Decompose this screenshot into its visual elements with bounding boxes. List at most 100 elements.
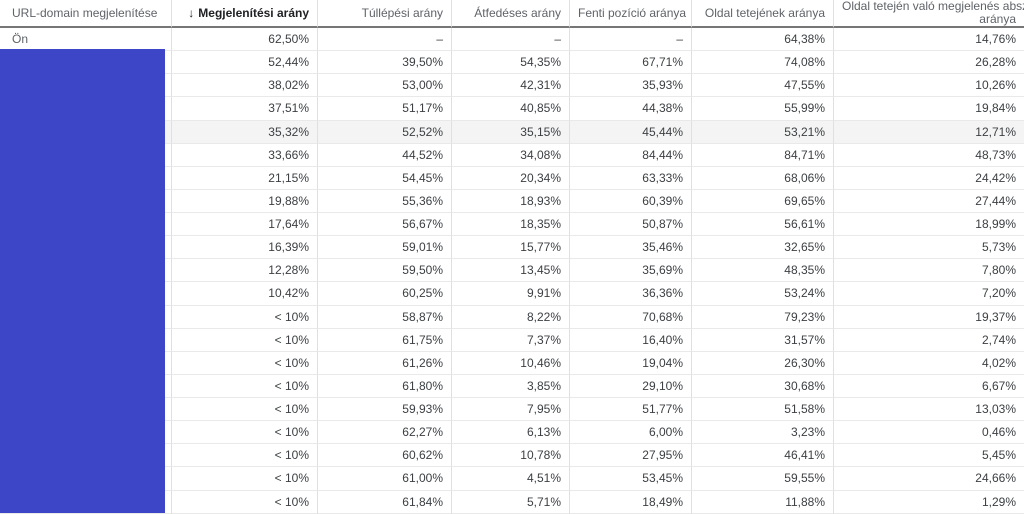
value-cell: 18,49% bbox=[570, 490, 692, 514]
value-cell: 60,39% bbox=[570, 189, 692, 213]
value-cell: 55,99% bbox=[692, 97, 834, 121]
value-cell: 70,68% bbox=[570, 305, 692, 329]
col-header-overlap-rate[interactable]: Átfedéses arány bbox=[452, 0, 570, 28]
value-cell: 36,36% bbox=[570, 282, 692, 306]
col-header-top-of-page-rate[interactable]: Oldal tetejének aránya bbox=[692, 0, 834, 28]
value-cell: – bbox=[318, 28, 452, 52]
value-cell: 56,67% bbox=[318, 213, 452, 237]
redaction-overlay bbox=[0, 49, 165, 513]
value-cell: 7,95% bbox=[452, 398, 570, 422]
value-cell: 10,26% bbox=[834, 74, 1024, 98]
table-row: 21,15% 54,45% 20,34% 63,33% 68,06% 24,42% bbox=[0, 166, 1024, 190]
value-cell: 24,42% bbox=[834, 166, 1024, 190]
table-row: Ön 62,50% – – –64,38% 14,76% bbox=[0, 28, 1024, 52]
value-cell: 6,13% bbox=[452, 421, 570, 445]
value-cell: 62,27% bbox=[318, 421, 452, 445]
value-cell: 38,02% bbox=[172, 74, 318, 98]
value-cell: 35,15% bbox=[452, 120, 570, 144]
value-cell: 9,91% bbox=[452, 282, 570, 306]
value-cell: 34,08% bbox=[452, 143, 570, 167]
value-cell: 19,04% bbox=[570, 351, 692, 375]
value-cell: 44,38% bbox=[570, 97, 692, 121]
value-cell: 62,50% bbox=[172, 28, 318, 52]
value-cell: 37,51% bbox=[172, 97, 318, 121]
value-cell: 12,28% bbox=[172, 259, 318, 283]
value-cell: 17,64% bbox=[172, 213, 318, 237]
value-cell: 53,45% bbox=[570, 467, 692, 491]
value-cell: 27,95% bbox=[570, 444, 692, 468]
value-cell: 10,46% bbox=[452, 351, 570, 375]
value-cell: 48,35% bbox=[692, 259, 834, 283]
value-cell: 7,20% bbox=[834, 282, 1024, 306]
value-cell: 26,28% bbox=[834, 51, 1024, 75]
value-cell: 58,87% bbox=[318, 305, 452, 329]
sort-descending-icon: ↓ bbox=[188, 6, 195, 20]
value-cell: 19,37% bbox=[834, 305, 1024, 329]
value-cell: 69,65% bbox=[692, 189, 834, 213]
value-cell: 61,84% bbox=[318, 490, 452, 514]
value-cell: 61,00% bbox=[318, 467, 452, 491]
value-cell: 53,24% bbox=[692, 282, 834, 306]
value-cell: 54,45% bbox=[318, 166, 452, 190]
value-cell: 16,39% bbox=[172, 236, 318, 260]
value-cell: 84,71% bbox=[692, 143, 834, 167]
value-cell: 18,35% bbox=[452, 213, 570, 237]
value-cell: 54,35% bbox=[452, 51, 570, 75]
value-cell: 10,78% bbox=[452, 444, 570, 468]
value-cell: 31,57% bbox=[692, 328, 834, 352]
col-header-label: Túllépési arány bbox=[361, 6, 443, 20]
col-header-abs-top-of-page-rate[interactable]: Oldal tetején való megjelenés absz. arán… bbox=[834, 0, 1024, 28]
value-cell: 79,23% bbox=[692, 305, 834, 329]
value-cell: – bbox=[570, 28, 692, 52]
value-cell: 39,50% bbox=[318, 51, 452, 75]
value-cell: 51,17% bbox=[318, 97, 452, 121]
value-cell: 13,45% bbox=[452, 259, 570, 283]
value-cell: 59,55% bbox=[692, 467, 834, 491]
value-cell: < 10% bbox=[172, 467, 318, 491]
value-cell: 63,33% bbox=[570, 166, 692, 190]
header-row: URL-domain megjelenítése ↓ Megjelenítési … bbox=[0, 0, 1024, 28]
value-cell: 8,22% bbox=[452, 305, 570, 329]
value-cell: 68,06% bbox=[692, 166, 834, 190]
value-cell: 14,76% bbox=[834, 28, 1024, 52]
value-cell: 6,67% bbox=[834, 374, 1024, 398]
value-cell: 51,77% bbox=[570, 398, 692, 422]
value-cell: 18,93% bbox=[452, 189, 570, 213]
value-cell: 0,46% bbox=[834, 421, 1024, 445]
value-cell: 53,21% bbox=[692, 120, 834, 144]
value-cell: < 10% bbox=[172, 305, 318, 329]
value-cell: 21,15% bbox=[172, 166, 318, 190]
value-cell: 15,77% bbox=[452, 236, 570, 260]
value-cell: 74,08% bbox=[692, 51, 834, 75]
value-cell: 52,52% bbox=[318, 120, 452, 144]
value-cell: 59,93% bbox=[318, 398, 452, 422]
col-header-label: URL-domain megjelenítése bbox=[12, 6, 158, 20]
value-cell: 45,44% bbox=[570, 120, 692, 144]
value-cell: 52,44% bbox=[172, 51, 318, 75]
value-cell: 13,03% bbox=[834, 398, 1024, 422]
value-cell: 7,80% bbox=[834, 259, 1024, 283]
value-cell: 33,66% bbox=[172, 143, 318, 167]
value-cell: 67,71% bbox=[570, 51, 692, 75]
col-header-url-domain[interactable]: URL-domain megjelenítése bbox=[0, 0, 172, 28]
value-cell: 35,32% bbox=[172, 120, 318, 144]
value-cell: 50,87% bbox=[570, 213, 692, 237]
value-cell: 64,38% bbox=[692, 28, 834, 52]
col-header-label: Megjelenítési arány bbox=[198, 6, 309, 20]
value-cell: 59,50% bbox=[318, 259, 452, 283]
value-cell: 61,75% bbox=[318, 328, 452, 352]
col-header-outranking-share[interactable]: Túllépési arány bbox=[318, 0, 452, 28]
col-header-impression-share[interactable]: ↓ Megjelenítési arány bbox=[172, 0, 318, 28]
col-header-label-line2: aránya bbox=[979, 12, 1016, 26]
value-cell: 35,69% bbox=[570, 259, 692, 283]
value-cell: 59,01% bbox=[318, 236, 452, 260]
value-cell: 4,51% bbox=[452, 467, 570, 491]
value-cell: 30,68% bbox=[692, 374, 834, 398]
value-cell: < 10% bbox=[172, 351, 318, 375]
col-header-position-above-rate[interactable]: Fenti pozíció aránya bbox=[570, 0, 692, 28]
value-cell: < 10% bbox=[172, 328, 318, 352]
value-cell: 60,62% bbox=[318, 444, 452, 468]
value-cell: 11,88% bbox=[692, 490, 834, 514]
value-cell: – bbox=[452, 28, 570, 52]
